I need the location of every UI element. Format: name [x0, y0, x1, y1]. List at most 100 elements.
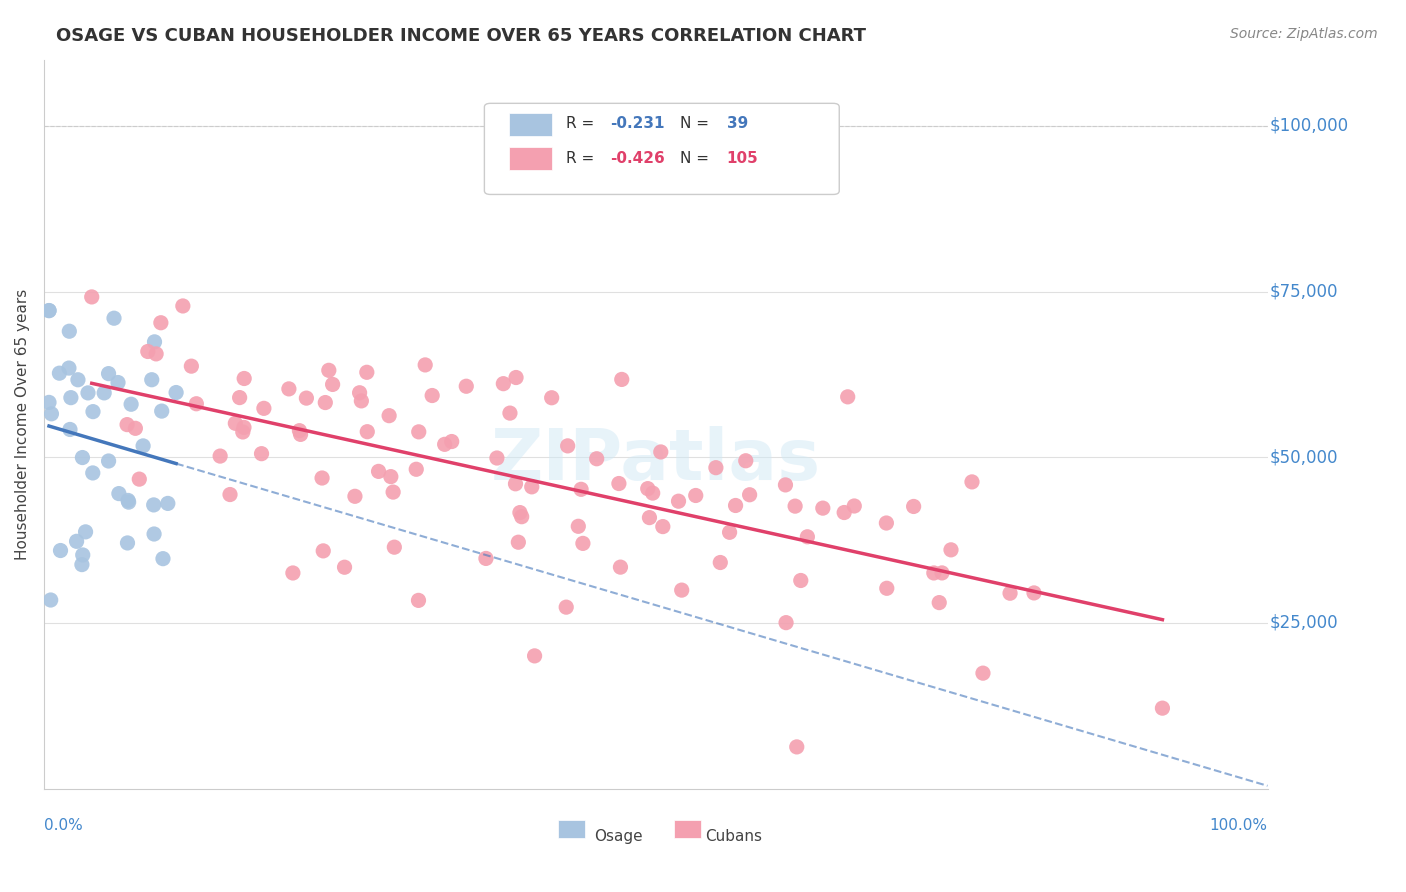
Text: $50,000: $50,000	[1270, 448, 1339, 467]
Point	[72, 548, 94, 562]
Point	[709, 556, 731, 570]
Point	[145, 347, 167, 361]
Point	[117, 495, 139, 509]
Point	[233, 420, 256, 434]
Point	[165, 385, 187, 400]
Text: -0.426: -0.426	[610, 152, 665, 166]
Point	[172, 299, 194, 313]
Point	[567, 519, 589, 533]
Point	[115, 417, 138, 432]
Point	[775, 615, 797, 630]
Point	[557, 439, 579, 453]
Point	[93, 385, 115, 400]
Text: Source: ZipAtlas.com: Source: ZipAtlas.com	[1230, 27, 1378, 41]
Point	[117, 536, 139, 550]
Point	[408, 593, 430, 607]
Point	[41, 407, 63, 421]
Point	[77, 385, 100, 400]
Point	[382, 540, 405, 554]
Point	[637, 482, 659, 496]
Point	[38, 395, 60, 409]
Point	[97, 367, 120, 381]
Text: 39: 39	[727, 116, 748, 131]
Point	[928, 596, 950, 610]
Point	[295, 391, 318, 405]
Point	[433, 437, 456, 451]
Point	[638, 510, 661, 524]
Point	[650, 445, 672, 459]
Point	[219, 487, 242, 501]
Y-axis label: Householder Income Over 65 years: Householder Income Over 65 years	[15, 288, 30, 559]
Point	[143, 334, 166, 349]
Point	[922, 566, 945, 580]
Point	[382, 485, 405, 500]
Point	[475, 551, 498, 566]
Point	[120, 397, 142, 411]
Point	[786, 739, 808, 754]
Point	[311, 471, 333, 485]
Point	[103, 311, 125, 326]
Text: Cubans: Cubans	[704, 829, 762, 844]
Point	[569, 483, 592, 497]
Point	[75, 524, 97, 539]
Point	[456, 379, 478, 393]
Point	[48, 366, 70, 380]
Point	[356, 365, 378, 379]
Point	[520, 480, 543, 494]
Point	[972, 666, 994, 681]
Point	[610, 372, 633, 386]
Point	[58, 324, 80, 338]
Point	[811, 501, 834, 516]
Text: 0.0%: 0.0%	[44, 818, 83, 833]
Point	[59, 391, 82, 405]
Point	[343, 489, 366, 503]
Point	[718, 525, 741, 540]
Text: $25,000: $25,000	[1270, 614, 1339, 632]
Point	[233, 371, 256, 385]
Point	[609, 560, 631, 574]
FancyBboxPatch shape	[509, 147, 551, 170]
Point	[832, 506, 855, 520]
Point	[80, 290, 103, 304]
Point	[704, 460, 727, 475]
Point	[209, 449, 232, 463]
Point	[124, 421, 146, 435]
Point	[790, 574, 813, 588]
Point	[405, 462, 427, 476]
Point	[367, 464, 389, 478]
FancyBboxPatch shape	[509, 112, 551, 136]
Point	[290, 427, 312, 442]
Point	[505, 370, 527, 384]
Point	[59, 422, 82, 436]
Point	[844, 499, 866, 513]
Point	[738, 488, 761, 502]
Point	[277, 382, 299, 396]
Point	[1022, 586, 1045, 600]
Text: 105: 105	[727, 152, 758, 166]
Point	[685, 488, 707, 502]
Point	[149, 316, 172, 330]
Text: R =: R =	[567, 116, 599, 131]
Point	[281, 566, 304, 580]
Point	[734, 454, 756, 468]
Point	[333, 560, 356, 574]
Point	[1152, 701, 1174, 715]
Point	[136, 344, 159, 359]
Text: $75,000: $75,000	[1270, 283, 1339, 301]
Point	[350, 393, 373, 408]
Text: -0.231: -0.231	[610, 116, 665, 131]
Point	[523, 648, 546, 663]
Point	[141, 373, 163, 387]
Point	[651, 519, 673, 533]
Point	[39, 593, 62, 607]
FancyBboxPatch shape	[485, 103, 839, 194]
Point	[128, 472, 150, 486]
Point	[228, 391, 250, 405]
Point	[232, 425, 254, 439]
Point	[485, 450, 508, 465]
Point	[998, 586, 1021, 600]
Point	[132, 439, 155, 453]
Point	[505, 476, 527, 491]
Point	[607, 476, 630, 491]
Point	[837, 390, 859, 404]
